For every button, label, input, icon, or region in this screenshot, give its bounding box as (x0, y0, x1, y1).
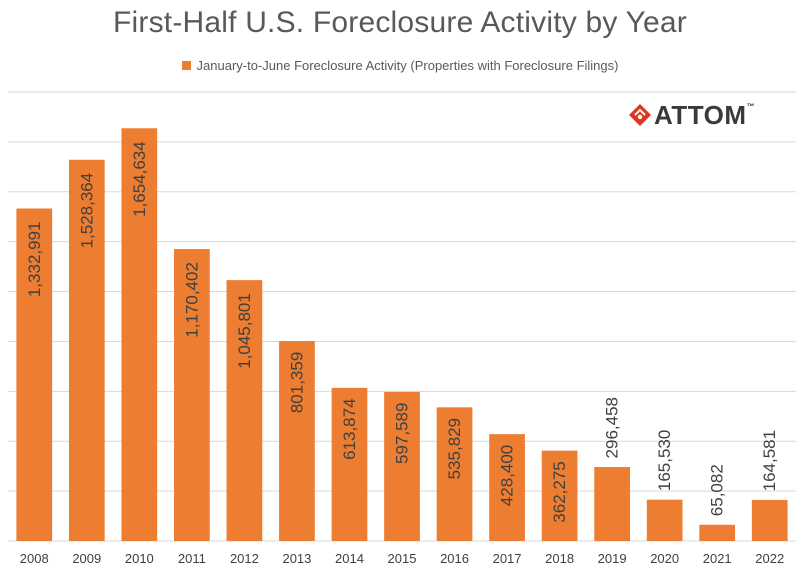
bar-2022 (751, 499, 788, 541)
data-label-2018: 362,275 (550, 461, 569, 522)
x-tick-label: 2016 (440, 551, 469, 566)
x-tick-label: 2008 (20, 551, 49, 566)
x-tick-label: 2015 (388, 551, 417, 566)
bar-2020 (646, 499, 683, 541)
x-tick-label: 2018 (545, 551, 574, 566)
data-label-2019: 296,458 (603, 397, 622, 458)
data-label-2009: 1,528,364 (77, 173, 96, 249)
x-tick-label: 2019 (598, 551, 627, 566)
data-label-2014: 613,874 (340, 398, 359, 459)
bar-2016 (436, 407, 473, 541)
bar-2017 (489, 434, 525, 541)
data-label-2017: 428,400 (498, 445, 517, 506)
x-tick-label: 2017 (493, 551, 522, 566)
legend-label: January-to-June Foreclosure Activity (Pr… (196, 58, 619, 73)
x-tick-label: 2011 (178, 551, 206, 566)
bar-2011 (174, 249, 210, 541)
logo-text: ATTOM (654, 99, 747, 130)
data-label-2008: 1,332,991 (25, 222, 44, 298)
logo-mark-icon (629, 104, 651, 126)
data-label-2021: 65,082 (708, 464, 727, 516)
bar-2009 (68, 159, 105, 541)
attom-logo: ATTOM ™ (628, 100, 755, 130)
x-tick-label: 2020 (650, 551, 679, 566)
x-tick-label: 2012 (230, 551, 259, 566)
bar-2013 (279, 341, 315, 541)
bar-2008 (16, 208, 53, 541)
data-label-2010: 1,654,634 (130, 141, 149, 217)
x-tick-label: 2014 (335, 551, 364, 566)
bar-2019 (594, 467, 630, 541)
x-tick-label: 2009 (72, 551, 101, 566)
bar-2010 (121, 128, 158, 541)
bar-2015 (384, 391, 420, 541)
x-tick-label: 2010 (125, 551, 154, 566)
bar-2021 (699, 524, 736, 541)
data-label-2015: 597,589 (393, 403, 412, 464)
bar-2012 (226, 280, 263, 541)
x-tick-label: 2021 (703, 551, 732, 566)
bar-2014 (331, 387, 368, 541)
x-tick-label: 2022 (755, 551, 784, 566)
data-label-2016: 535,829 (445, 418, 464, 479)
data-label-2022: 164,581 (760, 430, 779, 491)
bar-2018 (541, 450, 578, 541)
chart-title: First-Half U.S. Foreclosure Activity by … (113, 6, 687, 39)
x-tick-label: 2013 (282, 551, 311, 566)
legend: January-to-June Foreclosure Activity (Pr… (0, 58, 800, 73)
legend-swatch (181, 61, 191, 70)
data-label-2012: 1,045,801 (235, 293, 254, 369)
data-label-2020: 165,530 (655, 430, 674, 491)
data-label-2013: 801,359 (287, 352, 306, 413)
data-label-2011: 1,170,402 (182, 262, 201, 338)
logo-trademark: ™ (746, 102, 755, 111)
